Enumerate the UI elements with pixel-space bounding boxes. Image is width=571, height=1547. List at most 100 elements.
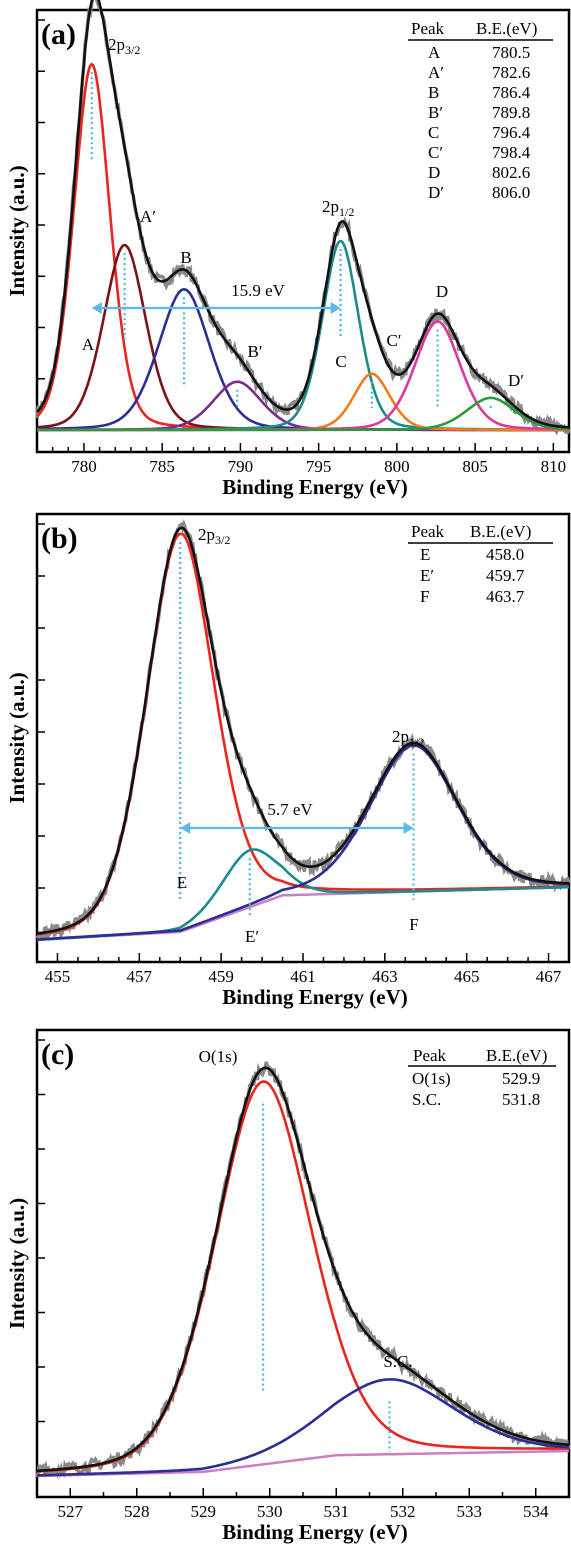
peak-label: O(1s) bbox=[199, 1047, 238, 1066]
x-tick-label: 467 bbox=[536, 967, 562, 986]
y-axis-title: Intensity (a.u.) bbox=[5, 165, 29, 296]
table-cell-peak: A′ bbox=[428, 63, 444, 82]
peak-label: E′ bbox=[245, 927, 259, 946]
peak-label: A bbox=[82, 335, 95, 354]
table-cell-be: 786.4 bbox=[492, 83, 531, 102]
table-cell-be: 459.7 bbox=[486, 566, 525, 585]
table-header-peak: Peak bbox=[413, 1046, 447, 1065]
table-cell-peak: C′ bbox=[428, 143, 443, 162]
split-label: 5.7 eV bbox=[267, 800, 313, 819]
component-peak-C bbox=[37, 239, 569, 432]
table-cell-be: 796.4 bbox=[492, 123, 531, 142]
x-tick-label: 459 bbox=[208, 967, 234, 986]
table-cell-be: 780.5 bbox=[492, 43, 530, 62]
y-axis-title: Intensity (a.u.) bbox=[5, 672, 29, 803]
table-cell-peak: A bbox=[428, 43, 441, 62]
x-axis-title: Binding Energy (eV) bbox=[222, 475, 408, 499]
table-cell-be: 529.9 bbox=[502, 1069, 540, 1088]
table-cell-be: 463.7 bbox=[486, 587, 525, 606]
table-cell-peak: C bbox=[428, 123, 439, 142]
peak-label: S.C. bbox=[383, 1352, 412, 1371]
table-cell-peak: B′ bbox=[428, 103, 443, 122]
table-cell-peak: D bbox=[428, 163, 440, 182]
table-cell-be: 789.8 bbox=[492, 103, 530, 122]
component-peak-B bbox=[37, 287, 569, 432]
x-tick-label: 465 bbox=[454, 967, 480, 986]
table-cell-be: 806.0 bbox=[492, 183, 530, 202]
panel-label: (a) bbox=[41, 18, 76, 51]
x-tick-label: 530 bbox=[257, 1502, 283, 1521]
peak-label: B bbox=[180, 248, 191, 267]
x-tick-label: 790 bbox=[228, 457, 254, 476]
table-cell-be: 531.8 bbox=[502, 1090, 540, 1109]
panel-label: (c) bbox=[41, 1038, 74, 1071]
label-2p1-2: 2p1/2 bbox=[392, 727, 424, 749]
component-peak-D bbox=[37, 396, 570, 432]
table-cell-be: 802.6 bbox=[492, 163, 530, 182]
label-2p3-2: 2p3/2 bbox=[198, 525, 230, 547]
x-tick-label: 533 bbox=[457, 1502, 483, 1521]
table-header-be: B.E.(eV) bbox=[476, 19, 537, 38]
component-peak-D bbox=[37, 320, 570, 432]
panel-c: 527 528 529 530 531 532 533 534 Binding Energy (… bbox=[5, 1028, 571, 1544]
peak-label: C′ bbox=[386, 331, 401, 350]
table-cell-peak: S.C. bbox=[412, 1090, 441, 1109]
raw-data-line bbox=[35, 1061, 571, 1479]
peak-label: F bbox=[409, 915, 418, 934]
label-2p3-2: 2p3/2 bbox=[108, 35, 140, 57]
peak-label: B′ bbox=[247, 342, 262, 361]
component-peak-O1s bbox=[36, 1080, 569, 1473]
table-cell-be: 458.0 bbox=[486, 545, 524, 564]
envelope-line bbox=[36, 526, 569, 935]
x-tick-label: 810 bbox=[541, 457, 567, 476]
table-cell-be: 782.6 bbox=[492, 63, 530, 82]
table-header-peak: Peak bbox=[411, 19, 445, 38]
arrow-head-left bbox=[180, 822, 191, 834]
panel-label: (b) bbox=[41, 522, 78, 555]
x-axis-title: Binding Energy (eV) bbox=[222, 985, 408, 1009]
x-tick-label: 457 bbox=[127, 967, 153, 986]
arrow-head-left bbox=[91, 302, 102, 314]
x-tick-label: 780 bbox=[71, 457, 97, 476]
component-peak-F bbox=[36, 744, 569, 941]
peak-label: E bbox=[177, 873, 187, 892]
table-cell-peak: D′ bbox=[428, 183, 444, 202]
x-tick-label: 461 bbox=[290, 967, 316, 986]
background-line bbox=[36, 885, 570, 942]
label-2p1-2: 2p1/2 bbox=[322, 197, 354, 219]
x-tick-label: 455 bbox=[45, 967, 71, 986]
component-peak-A bbox=[36, 62, 569, 432]
x-tick-label: 785 bbox=[149, 457, 175, 476]
table-cell-peak: E bbox=[420, 545, 430, 564]
split-label: 15.9 eV bbox=[231, 281, 286, 300]
table-cell-be: 798.4 bbox=[492, 143, 531, 162]
table-cell-peak: B bbox=[428, 83, 439, 102]
arrow-head-right bbox=[330, 302, 341, 314]
table-header-be: B.E.(eV) bbox=[470, 522, 531, 541]
x-tick-label: 795 bbox=[306, 457, 332, 476]
arrow-head-right bbox=[403, 822, 414, 834]
peak-label: A′ bbox=[140, 207, 156, 226]
peak-label: C bbox=[335, 352, 346, 371]
panel-b: 455 457 459 461 463 465 467 Binding Energy (eV)… bbox=[5, 512, 571, 1009]
component-peak-SC bbox=[36, 1378, 570, 1477]
panel-a: 780 785 790 795 800 805 810 Binding Energy (eV)… bbox=[5, 0, 571, 499]
peak-label: D bbox=[436, 282, 448, 301]
table-cell-peak: E′ bbox=[420, 566, 434, 585]
x-tick-label: 529 bbox=[191, 1502, 217, 1521]
table-header-be: B.E.(eV) bbox=[486, 1046, 547, 1065]
x-tick-label: 805 bbox=[462, 457, 488, 476]
x-tick-label: 800 bbox=[384, 457, 410, 476]
x-tick-label: 527 bbox=[58, 1502, 84, 1521]
x-tick-label: 532 bbox=[390, 1502, 416, 1521]
x-tick-label: 528 bbox=[124, 1502, 150, 1521]
peak-label: D′ bbox=[508, 371, 524, 390]
x-tick-label: 531 bbox=[324, 1502, 350, 1521]
envelope-line bbox=[36, 1066, 570, 1473]
raw-data-line bbox=[35, 0, 571, 436]
table-cell-peak: O(1s) bbox=[412, 1069, 451, 1088]
envelope-line bbox=[36, 0, 570, 429]
y-axis-title: Intensity (a.u.) bbox=[5, 1198, 29, 1329]
x-axis-title: Binding Energy (eV) bbox=[222, 1520, 408, 1544]
